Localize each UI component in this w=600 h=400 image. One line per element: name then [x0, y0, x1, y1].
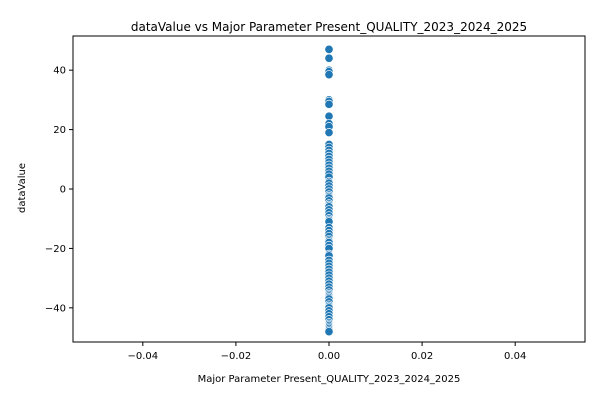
x-tick-label: 0.02: [411, 351, 433, 362]
y-tick-label: 0: [60, 185, 66, 196]
y-tick-label: 20: [53, 125, 66, 136]
plot-area-frame: [72, 35, 586, 343]
scatter-point: [324, 128, 334, 138]
x-axis-ticks: −0.04 −0.02 0.00 0.02 0.04: [127, 342, 526, 362]
scatter-point: [324, 327, 334, 337]
y-axis-ticks: −40 −20 0 20 40: [45, 66, 73, 314]
x-tick-label: −0.04: [127, 351, 158, 362]
x-axis-title: Major Parameter Present_QUALITY_2023_202…: [198, 374, 461, 385]
scatter-point: [324, 44, 334, 54]
x-tick-label: 0.00: [318, 351, 340, 362]
y-tick-label: 40: [53, 66, 66, 77]
data-points: [324, 44, 334, 337]
y-tick-label: −40: [45, 303, 66, 314]
scatter-point: [324, 70, 334, 80]
scatter-point: [324, 99, 334, 109]
x-tick-label: −0.02: [221, 351, 252, 362]
scatter-point: [324, 53, 334, 63]
chart-title: dataValue vs Major Parameter Present_QUA…: [131, 20, 527, 34]
x-tick-label: 0.04: [504, 351, 526, 362]
y-axis-title: dataValue: [17, 163, 28, 213]
y-tick-label: −20: [45, 244, 66, 255]
